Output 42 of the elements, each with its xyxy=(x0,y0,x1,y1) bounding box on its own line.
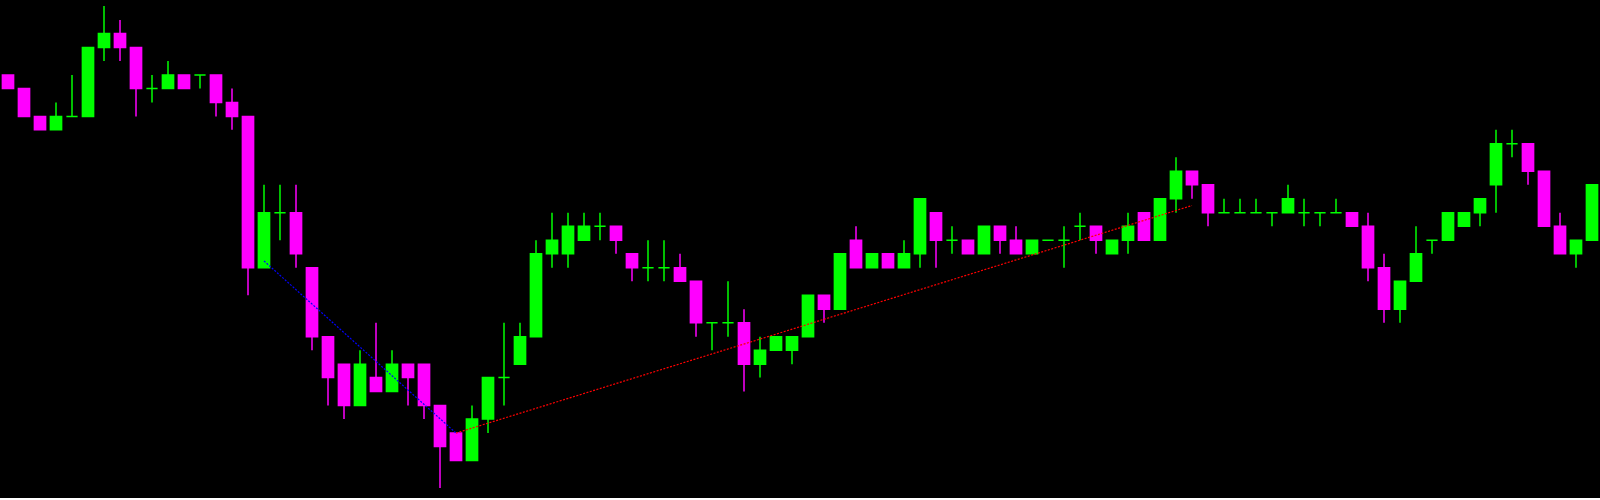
candlestick xyxy=(753,335,767,379)
candlestick xyxy=(817,294,831,324)
candlestick xyxy=(577,212,591,241)
candlestick xyxy=(369,321,383,393)
candlestick xyxy=(657,239,671,282)
candlestick xyxy=(897,239,911,269)
candlestick xyxy=(1121,212,1135,255)
candlestick xyxy=(785,335,799,365)
candlestick xyxy=(1073,212,1087,241)
candlestick xyxy=(497,321,511,407)
candlestick xyxy=(145,74,159,104)
candlestick xyxy=(1185,170,1199,200)
candlestick xyxy=(1473,198,1487,228)
candlestick xyxy=(49,101,63,131)
candlestick xyxy=(1265,212,1279,228)
candlestick xyxy=(1217,198,1231,214)
candlestick xyxy=(1233,198,1247,214)
candlestick xyxy=(993,225,1007,255)
candlestick xyxy=(225,87,239,131)
candlestick xyxy=(609,225,623,255)
candlestick xyxy=(65,74,79,118)
candlestick xyxy=(625,253,639,282)
candlestick xyxy=(705,321,719,351)
candlestick xyxy=(593,212,607,241)
candlestick xyxy=(401,363,415,407)
candlestick xyxy=(641,239,655,282)
candlestick xyxy=(113,19,127,62)
candlestick xyxy=(1505,129,1519,159)
candlestick xyxy=(1249,198,1263,214)
candlestick xyxy=(1297,198,1311,228)
candlestick xyxy=(1425,239,1439,255)
candlestick xyxy=(673,253,687,282)
candlestick xyxy=(1313,212,1327,228)
candlestick xyxy=(273,184,287,241)
candlestick xyxy=(193,74,207,90)
candlestick xyxy=(721,280,735,338)
candlestick xyxy=(945,225,959,255)
candlestick xyxy=(97,5,111,62)
candlestick xyxy=(1057,225,1071,269)
candlestick xyxy=(161,60,175,90)
candlestick xyxy=(1281,184,1295,214)
candlestick xyxy=(1329,198,1343,214)
